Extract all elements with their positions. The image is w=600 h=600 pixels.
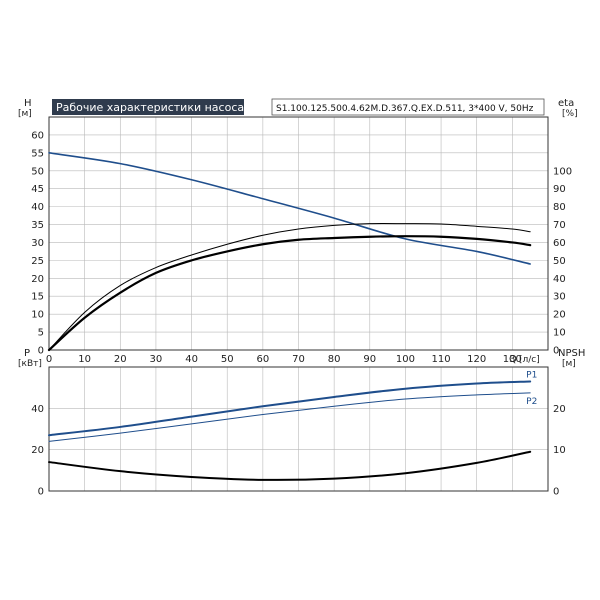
series-p2-label: P2 [526, 397, 537, 407]
lower-left-axis-unit: [кВт] [18, 359, 42, 369]
upper-right-tick-label: 100 [553, 166, 572, 177]
series-p1-line [48, 380, 532, 437]
upper-x-tick-label: 90 [363, 354, 376, 365]
model-box [271, 98, 545, 116]
upper-right-tick-label: 80 [553, 202, 566, 213]
upper-plot: 0 5 10 15 20 25 30 35 40 45 50 55 60 0 10 20 30 40 50 60 70 8… [18, 98, 578, 365]
lower-right-tick-label: 20 [553, 404, 566, 415]
upper-left-tick-label: 60 [31, 130, 44, 141]
lower-left-tick-label: 20 [31, 445, 44, 456]
model-label: S1.100.125.500.4.62M.D.367.Q.EX.D.511, 3… [276, 104, 534, 114]
upper-left-tick-label: 55 [31, 148, 44, 159]
upper-left-axis-unit: [м] [18, 109, 32, 119]
upper-left-tick-label: 20 [31, 274, 44, 285]
upper-series-2-line [47, 235, 532, 352]
lower-right-tick-label: 10 [553, 445, 566, 456]
series-p2-line [48, 392, 531, 442]
upper-left-tick-label: 50 [31, 166, 44, 177]
upper-plot-frame [48, 116, 549, 351]
lower-right-axis-unit: [м] [562, 359, 576, 369]
upper-series-0-line [48, 152, 531, 265]
chart-title: Рабочие характеристики насоса [56, 101, 244, 114]
upper-left-tick-label: 10 [31, 310, 44, 321]
upper-x-tick-label: 130 [503, 354, 522, 365]
upper-x-tick-label: 20 [114, 354, 127, 365]
upper-x-tick-label: 100 [396, 354, 415, 365]
lower-left-axis-label: P [24, 348, 30, 359]
upper-x-tick-label: 70 [292, 354, 305, 365]
lower-plot-frame [48, 366, 549, 492]
upper-right-tick-label: 60 [553, 238, 566, 249]
lower-plot: 0 20 40 0 10 20 P[кВт] NPSH[м] P1 P2 [18, 348, 585, 498]
lower-series-2-line [48, 450, 532, 481]
upper-left-tick-label: 5 [38, 328, 44, 339]
x-axis-unit: [л/с] [519, 355, 540, 365]
upper-right-tick-label: 70 [553, 220, 566, 231]
upper-right-tick-label: 90 [553, 184, 566, 195]
upper-right-tick-label: 10 [553, 328, 566, 339]
x-axis-label: Q [509, 354, 517, 365]
upper-right-axis-label: eta [558, 98, 574, 109]
upper-left-tick-label: 0 [38, 346, 44, 357]
series-p1-label: P1 [526, 370, 537, 380]
upper-right-tick-label: 0 [553, 346, 559, 357]
upper-series-1-line [48, 222, 531, 351]
upper-x-tick-label: 0 [46, 354, 52, 365]
lower-left-tick-label: 40 [31, 404, 44, 415]
upper-right-tick-label: 50 [553, 256, 566, 267]
upper-left-tick-label: 35 [31, 220, 44, 231]
upper-right-tick-label: 40 [553, 274, 566, 285]
upper-x-tick-label: 50 [221, 354, 234, 365]
lower-right-tick-label: 0 [553, 487, 559, 498]
upper-left-axis-label: H [24, 98, 32, 109]
upper-x-tick-label: 10 [78, 354, 91, 365]
upper-left-tick-label: 30 [31, 238, 44, 249]
upper-x-tick-label: 30 [150, 354, 163, 365]
upper-left-tick-label: 25 [31, 256, 44, 267]
lower-left-tick-label: 0 [38, 487, 44, 498]
upper-x-tick-label: 80 [328, 354, 341, 365]
upper-right-axis-unit: [%] [562, 109, 578, 119]
upper-x-tick-label: 110 [432, 354, 451, 365]
title-box [52, 99, 244, 115]
upper-left-tick-label: 15 [31, 292, 44, 303]
lower-right-axis-label: NPSH [558, 348, 585, 359]
upper-x-tick-label: 120 [467, 354, 486, 365]
upper-x-tick-label: 60 [256, 354, 269, 365]
upper-x-tick-label: 40 [185, 354, 198, 365]
upper-right-tick-label: 30 [553, 292, 566, 303]
upper-right-tick-label: 20 [553, 310, 566, 321]
upper-left-tick-label: 40 [31, 202, 44, 213]
upper-left-tick-label: 45 [31, 184, 44, 195]
